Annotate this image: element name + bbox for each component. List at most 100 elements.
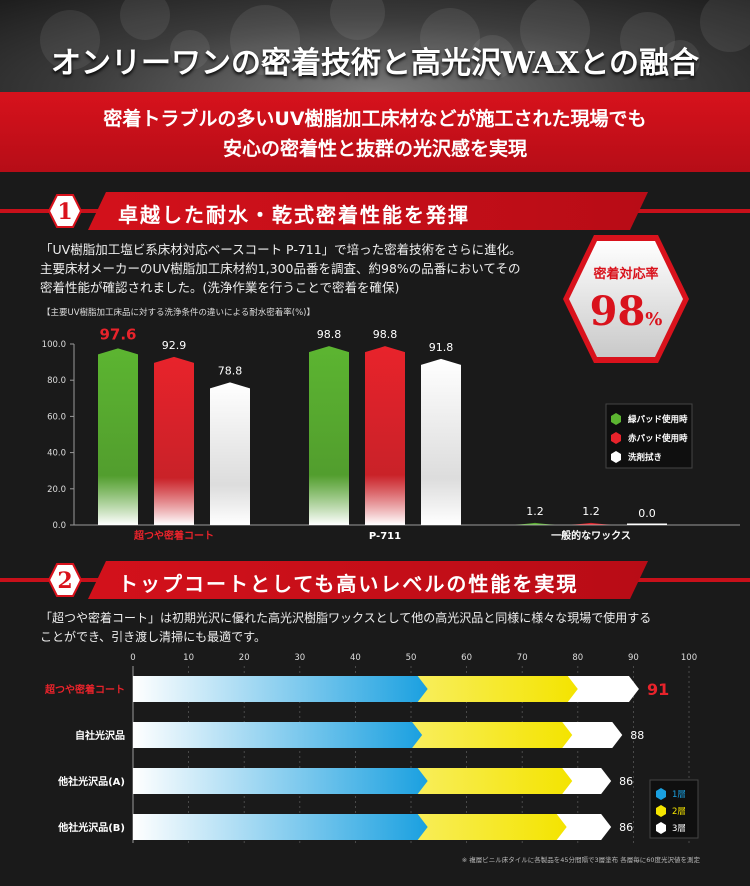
subtitle-line-1: 密着トラブルの多いUV樹脂加工床材などが施工された現場でも	[103, 108, 647, 130]
section1-number: 1	[57, 199, 72, 225]
chart1-data-label: 1.2	[582, 505, 600, 518]
badge-label: 密着対応率	[593, 267, 659, 282]
chart1-data-label: 98.8	[373, 328, 398, 341]
banner-dot	[120, 0, 170, 40]
chart2-x-tick-label: 20	[239, 653, 250, 663]
chart2-x-tick-label: 90	[628, 653, 639, 663]
chart1-data-label: 78.8	[218, 364, 243, 377]
chart1-bar	[98, 348, 138, 525]
chart2-x-tick-label: 100	[681, 653, 697, 663]
chart1-data-label: 1.2	[526, 505, 544, 518]
chart1-data-label: 91.8	[429, 341, 454, 354]
section1-text-2: 主要床材メーカーのUV樹脂加工床材約1,300品番を調査、約98%の品番において…	[40, 261, 521, 276]
chart2-x-tick-label: 10	[183, 653, 194, 663]
chart1-data-label: 97.6	[99, 325, 136, 343]
chart2-footnote: ※ 複層ビニル床タイルに各製品を45分間隔で3層塗布 各層毎に60度光沢値を測定	[462, 855, 701, 864]
banner-dot	[660, 40, 700, 80]
chart2-total-label: 88	[630, 729, 644, 742]
chart2-x-tick-label: 30	[294, 653, 305, 663]
chart2-x-tick-label: 80	[572, 653, 583, 663]
chart2-bar-layer-1	[133, 676, 428, 702]
section1-banner	[88, 192, 648, 230]
chart1-title: 【主要UV樹脂加工床品に対する洗浄条件の違いによる耐水密着率(%)】	[42, 307, 315, 318]
chart2-legend-swatch	[656, 822, 666, 834]
chart2-legend-label: 3層	[672, 824, 686, 834]
chart1-bar	[210, 382, 250, 525]
section2-number-badge: 2	[48, 563, 82, 597]
banner-dot	[620, 12, 675, 67]
section1-number-badge: 1	[48, 194, 82, 228]
chart1-y-tick-label: 100.0	[42, 340, 66, 350]
banner-dot	[230, 5, 300, 75]
chart2-category-label: 自社光沢品	[75, 729, 125, 742]
chart1-bar	[627, 523, 667, 525]
chart2-category-label: 超つや密着コート	[44, 683, 125, 696]
banner-dot	[700, 0, 750, 52]
section2-banner	[88, 561, 648, 599]
chart2-category-label: 他社光沢品(B)	[57, 821, 125, 834]
header-banner	[0, 0, 750, 92]
chart1-y-tick-label: 40.0	[47, 449, 66, 459]
gloss-bar-chart: 0 10 20 30 40 50 60 70 80 90 100 超つや密着コート 91 自社光沢品 88 他…	[44, 653, 701, 864]
chart2-total-label: 86	[619, 821, 633, 834]
badge-value: 98	[589, 288, 646, 335]
chart1-legend-label: 赤パッド使用時	[628, 433, 688, 444]
chart2-x-tick-label: 70	[517, 653, 528, 663]
section2-text-1: 「超つや密着コート」は初期光沢に優れた高光沢樹脂ワックスとして他の高光沢品と同様…	[40, 611, 652, 625]
chart2-total-label: 91	[647, 680, 669, 699]
chart1-data-label: 98.8	[317, 328, 342, 341]
chart2-legend-label: 2層	[672, 807, 686, 817]
chart1-category-label: 一般的なワックス	[551, 529, 631, 542]
section2-title: トップコートとしても高いレベルの性能を実現	[118, 572, 579, 596]
chart2-x-tick-label: 40	[350, 653, 361, 663]
badge-value-wrap: 98%	[561, 288, 691, 335]
chart1-bar	[154, 356, 194, 525]
section1-text-3: 密着性能が確認されました。(洗浄作業を行うことで密着を確保)	[40, 280, 400, 295]
chart1-y-tick-label: 0.0	[52, 521, 66, 531]
chart1-legend-swatch	[611, 413, 621, 425]
section2-text-2: ことができ、引き渡し清掃にも最適です。	[40, 630, 266, 644]
chart1-data-label: 92.9	[162, 339, 187, 352]
chart2-bar-layer-1	[133, 768, 428, 794]
adhesion-bar-chart: 【主要UV樹脂加工床品に対する洗浄条件の違いによる耐水密着率(%)】 0.0 20.…	[42, 307, 740, 542]
subtitle-line-2: 安心の密着性と抜群の光沢感を実現	[222, 138, 527, 160]
chart1-legend-swatch	[611, 451, 621, 463]
chart1-data-label: 0.0	[638, 507, 656, 520]
chart2-legend-swatch	[656, 805, 666, 817]
chart2-bar-layer-1	[133, 722, 423, 748]
chart2-x-tick-label: 50	[406, 653, 417, 663]
chart2-x-tick-label: 0	[130, 653, 135, 663]
chart2-x-tick-label: 60	[461, 653, 472, 663]
chart1-y-tick-label: 60.0	[47, 412, 66, 422]
banner-dot	[470, 35, 515, 80]
page-title: オンリーワンの密着技術と高光沢WAXとの融合	[50, 46, 700, 81]
chart2-legend-swatch	[656, 788, 666, 800]
section1-title: 卓越した耐水・乾式密着性能を発揮	[118, 203, 470, 227]
chart1-bar	[421, 358, 461, 525]
chart1-bar	[309, 346, 349, 525]
chart2-total-label: 86	[619, 775, 633, 788]
chart1-bar	[571, 522, 611, 525]
chart1-legend-label: 洗剤拭き	[628, 452, 662, 463]
chart1-legend-swatch	[611, 432, 621, 444]
chart1-y-tick-label: 80.0	[47, 376, 66, 386]
chart1-category-label: P-711	[369, 531, 401, 542]
chart2-bar-layer-1	[133, 814, 428, 840]
banner-dot	[520, 0, 590, 65]
subtitle-bar: 密着トラブルの多いUV樹脂加工床材などが施工された現場でも 安心の密着性と抜群の…	[0, 92, 750, 172]
chart1-y-tick-label: 20.0	[47, 485, 66, 495]
chart1-bar	[365, 346, 405, 525]
banner-dot	[40, 10, 100, 70]
chart1-category-label: 超つや密着コート	[133, 529, 214, 542]
adhesion-rate-badge	[563, 235, 689, 363]
chart2-category-label: 他社光沢品(A)	[57, 775, 125, 788]
chart1-bar	[515, 522, 555, 525]
section2-number: 2	[57, 568, 72, 594]
section1-text-1: 「UV樹脂加工塩ビ系床材対応ベースコート P-711」で培った密着技術をさらに進…	[40, 242, 522, 257]
chart1-legend-label: 緑パッド使用時	[628, 414, 688, 425]
badge-unit: %	[645, 309, 663, 330]
banner-dot	[330, 0, 385, 40]
chart2-legend-label: 1層	[672, 790, 686, 800]
banner-dot	[420, 8, 480, 68]
banner-dot	[170, 30, 210, 70]
